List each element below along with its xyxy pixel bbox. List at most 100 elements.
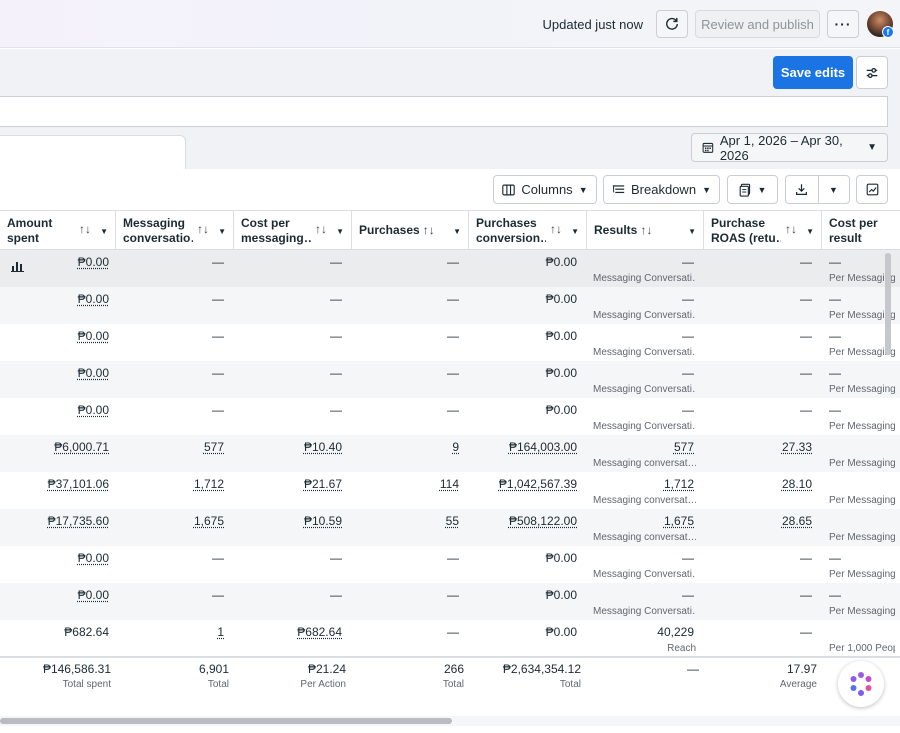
chevron-down-icon[interactable]: ▼ [336,227,344,236]
calendar-icon [702,142,714,153]
charts-button[interactable] [856,175,888,204]
cell-purch[interactable]: 9 [452,440,459,454]
cell-res[interactable]: 1,675 [663,514,694,528]
totals-row [0,656,900,706]
columns-button[interactable]: Columns ▼ [493,175,597,204]
sort-icon[interactable]: ↑↓ [315,222,327,236]
cell-msg: — [212,403,224,417]
sort-icon[interactable]: ↑↓ [79,222,91,236]
cell-purch: — [447,403,459,417]
cell-pcv[interactable]: ₱164,003.00 [508,440,577,454]
sort-icon[interactable]: ↑↓ [785,222,797,236]
cell-pcv: ₱0.00 [545,588,577,602]
table-row[interactable] [0,583,900,620]
cell-cpm[interactable]: ₱21.67 [303,477,342,491]
cell-msg[interactable]: 1 [217,625,224,639]
cell-purch[interactable]: 114 [439,477,459,491]
sort-icon[interactable]: ↑↓ [550,222,562,236]
cell-res: — [682,366,694,380]
column-header-purchase-roas[interactable]: Purchase ROAS (retu… ↑↓ ▼ [704,210,822,250]
date-range-picker[interactable]: Apr 1, 2026 – Apr 30, 2026 ▼ [691,133,888,163]
cell-cpm: — [330,329,342,343]
sort-icon[interactable]: ↑↓ [640,223,653,237]
review-and-publish-button[interactable]: Review and publish [695,10,820,38]
cell-cpm: — [330,255,342,269]
cell-msg: — [212,255,224,269]
cell-spent[interactable]: ₱0.00 [77,403,109,417]
sort-icon[interactable]: ↑↓ [422,223,435,237]
chevron-down-icon[interactable]: ▼ [571,227,579,236]
cell-spent[interactable]: ₱17,735.60 [47,514,109,528]
cell-pcv[interactable]: ₱508,122.00 [508,514,577,528]
table-row[interactable] [0,509,900,546]
result-type-label: Messaging Conversati… [593,384,696,395]
cell-spent[interactable]: ₱37,101.06 [47,477,109,491]
settings-button[interactable] [856,56,888,89]
cell-pcv: ₱0.00 [545,551,577,565]
cell-cpm[interactable]: ₱682.64 [297,625,342,639]
more-options-button[interactable]: ··· [827,10,859,38]
column-header-purchases-conversion-value[interactable]: Purchases conversion… ↑↓ ▼ [469,210,587,250]
column-header-amount-spent[interactable]: Amount spent ↑↓ ▼ [0,210,116,250]
cost-per-result-label: Per Messaging [829,606,895,617]
table-row[interactable] [0,250,900,287]
cell-spent[interactable]: ₱0.00 [77,588,109,602]
cell-cost-per-result: — [829,366,841,380]
column-header-messaging-conversations[interactable]: Messaging conversatio… ↑↓▼ [116,210,234,250]
result-type-label: Messaging Conversati… [593,421,696,432]
cell-cost-per-result: — [829,403,841,417]
table-row[interactable] [0,361,900,398]
cell-pcv: ₱0.00 [545,366,577,380]
cell-purch: — [447,329,459,343]
cell-spent[interactable]: ₱0.00 [77,329,109,343]
cell-msg[interactable]: 577 [203,440,224,454]
column-header-results[interactable]: Results ↑↓ ▼ [587,210,704,250]
chevron-down-icon[interactable]: ▼ [688,227,696,236]
cell-spent[interactable]: ₱0.00 [77,255,109,269]
cell-res[interactable]: 577 [673,440,694,454]
column-header-purchases[interactable]: Purchases ↑↓ ▼ [352,210,469,250]
chevron-down-icon[interactable]: ▼ [218,227,226,236]
cell-spent[interactable]: ₱0.00 [77,366,109,380]
reports-button[interactable]: ▼ [727,175,778,204]
column-header-cost-per-result[interactable]: Cost per result [829,216,878,245]
total-cost-per-messaging: ₱21.24 [307,662,346,676]
cell-res[interactable]: 1,712 [663,477,694,491]
ai-assistant-button[interactable] [838,661,884,707]
cell-msg[interactable]: 1,675 [193,514,224,528]
export-button[interactable]: ▼ [785,175,850,204]
cell-pcv[interactable]: ₱1,042,567.39 [498,477,577,491]
table-row[interactable] [0,435,900,472]
chevron-down-icon: ▼ [867,142,877,153]
sparkle-flower-icon [850,672,872,696]
save-edits-button[interactable]: Save edits [773,56,853,89]
vertical-scrollbar[interactable] [885,253,891,355]
cell-spent[interactable]: ₱0.00 [77,551,109,565]
cost-per-result-label: Per Messaging [829,458,895,469]
result-type-label: Messaging conversat… [593,458,696,469]
bar-chart-icon[interactable] [11,259,24,277]
horizontal-scrollbar[interactable] [0,718,452,724]
cost-per-result-label: Per Messaging [829,384,895,395]
chevron-down-icon: ▼ [702,184,711,195]
column-header-cost-per-messaging[interactable]: Cost per messaging… ↑↓ ▼ [234,210,352,250]
cell-purch[interactable]: 55 [445,514,459,528]
view-tab[interactable] [0,135,186,169]
total-messaging-label: Total [207,679,229,690]
table-row[interactable] [0,287,900,324]
cell-cpm[interactable]: ₱10.40 [303,440,342,454]
cell-cpm[interactable]: ₱10.59 [303,514,342,528]
chevron-down-icon[interactable]: ▼ [100,227,108,236]
cell-roas[interactable]: 27.33 [781,440,812,454]
cell-roas[interactable]: 28.65 [781,514,812,528]
search-filter-bar[interactable] [0,96,888,127]
refresh-button[interactable] [656,10,688,38]
cell-roas[interactable]: 28.10 [781,477,812,491]
chevron-down-icon[interactable]: ▼ [806,227,814,236]
chevron-down-icon[interactable]: ▼ [453,227,461,236]
breakdown-button[interactable]: Breakdown ▼ [603,175,720,204]
sort-icon[interactable]: ↑↓ [197,222,209,236]
cell-spent[interactable]: ₱6,000.71 [54,440,109,454]
cell-msg[interactable]: 1,712 [193,477,224,491]
cell-spent[interactable]: ₱0.00 [77,292,109,306]
